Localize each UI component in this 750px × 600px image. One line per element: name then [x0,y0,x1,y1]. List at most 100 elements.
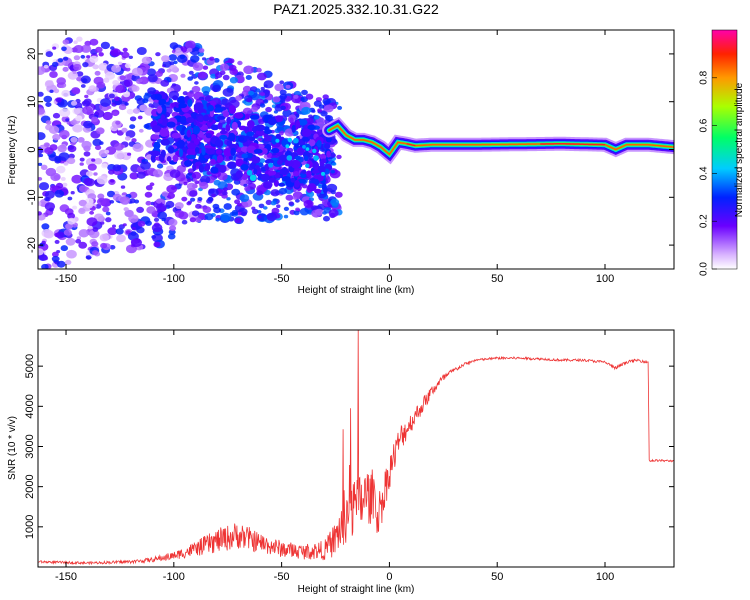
heatmap-cell [202,65,209,70]
heatmap-cell [314,208,324,216]
heatmap-cell [155,70,163,77]
heatmap-cell [231,188,241,196]
heatmap-cell [276,126,284,131]
y-tick-label: 10 [26,96,38,108]
heatmap-cell [82,106,93,115]
heatmap-cell [92,250,99,256]
heatmap-cell [95,145,102,151]
heatmap-cell [96,197,107,206]
heatmap-cell [160,138,170,146]
heatmap-cell [104,149,110,154]
heatmap-cell [328,209,339,218]
heatmap-cell [95,46,103,53]
y-tick-label: 1000 [24,515,36,539]
heatmap-cell [112,164,122,172]
heatmap-cell [60,245,68,252]
heatmap-cell [94,158,103,165]
heatmap-cell [235,170,243,179]
heatmap-cell [323,215,330,222]
x-tick-label: -100 [163,273,185,285]
heatmap-cell [88,85,97,92]
heatmap-cell [83,151,91,157]
heatmap-cell [40,164,48,170]
heatmap-cell [245,113,250,120]
heatmap-cell [210,124,219,131]
heatmap-cell [198,71,207,79]
heatmap-cell [85,202,93,209]
heatmap-cell [207,104,214,112]
heatmap-cell [137,220,146,227]
heatmap-cell [226,116,232,125]
heatmap-cell [102,206,110,213]
heatmap-cell [198,48,205,53]
heatmap-cell [293,94,299,99]
heatmap-cell [228,105,236,114]
heatmap-cell [251,156,261,164]
heatmap-cell [169,225,177,231]
heatmap-cell [82,62,89,68]
heatmap-cell [168,218,178,227]
heatmap-cell [66,157,76,165]
heatmap-cell [75,115,83,122]
heatmap-cell [65,223,73,230]
heatmap-cell [192,125,200,135]
x-tick-label: -150 [55,571,77,583]
heatmap-cell [155,198,162,204]
heatmap-cell [248,90,255,96]
heatmap-cell [79,157,85,162]
heatmap-cell [129,116,137,122]
heatmap-cell [213,58,220,63]
heatmap-cell [192,163,197,172]
heatmap-cell [41,240,46,245]
heatmap-cell [191,171,202,180]
heatmap-cell [117,61,123,65]
heatmap-cell [213,179,221,186]
heatmap-cell [38,132,46,141]
heatmap-cell [38,201,42,206]
heatmap-cell [156,105,163,114]
colorbar-tick-label: 0.4 [699,166,710,180]
heatmap-cell [213,207,222,214]
heatmap-cell [82,100,91,107]
heatmap-cell [101,163,108,169]
heatmap-cell [336,154,342,160]
heatmap-cell [261,148,268,155]
heatmap-cell [257,215,262,219]
heatmap-cell [274,173,281,179]
heatmap-cell [110,46,115,50]
y-tick-label: 5000 [24,354,36,378]
snr-series-line [38,330,674,566]
heatmap-cell [205,163,211,172]
heatmap-cell [104,71,116,80]
heatmap-cell [121,127,128,133]
heatmap-cell [253,133,259,139]
heatmap-cell [197,115,204,123]
heatmap-cell [325,136,332,143]
heatmap-cell [63,229,72,236]
heatmap-cell [256,72,267,81]
heatmap-cell [136,206,145,213]
heatmap-cell [228,132,236,142]
heatmap-cell [270,200,277,206]
heatmap-cell [187,142,196,150]
heatmap-cell [228,64,237,71]
x-tick-label: 100 [596,571,614,583]
heatmap-cell [43,95,53,103]
heatmap-cell [190,197,196,202]
heatmap-cell [246,97,253,103]
heatmap-cell [52,61,59,67]
heatmap-cell [243,65,255,75]
heatmap-cell [271,136,278,145]
heatmap-cell [144,191,153,198]
heatmap-cell [89,210,94,215]
x-tick-label: 50 [491,571,503,583]
heatmap-cell [189,217,196,223]
heatmap-cell [314,188,322,194]
heatmap-cell [193,102,204,111]
heatmap-cell [140,161,151,170]
heatmap-cell [176,139,185,149]
heatmap-cell [115,120,121,125]
heatmap-cell [205,133,212,139]
heatmap-cell [113,96,120,101]
